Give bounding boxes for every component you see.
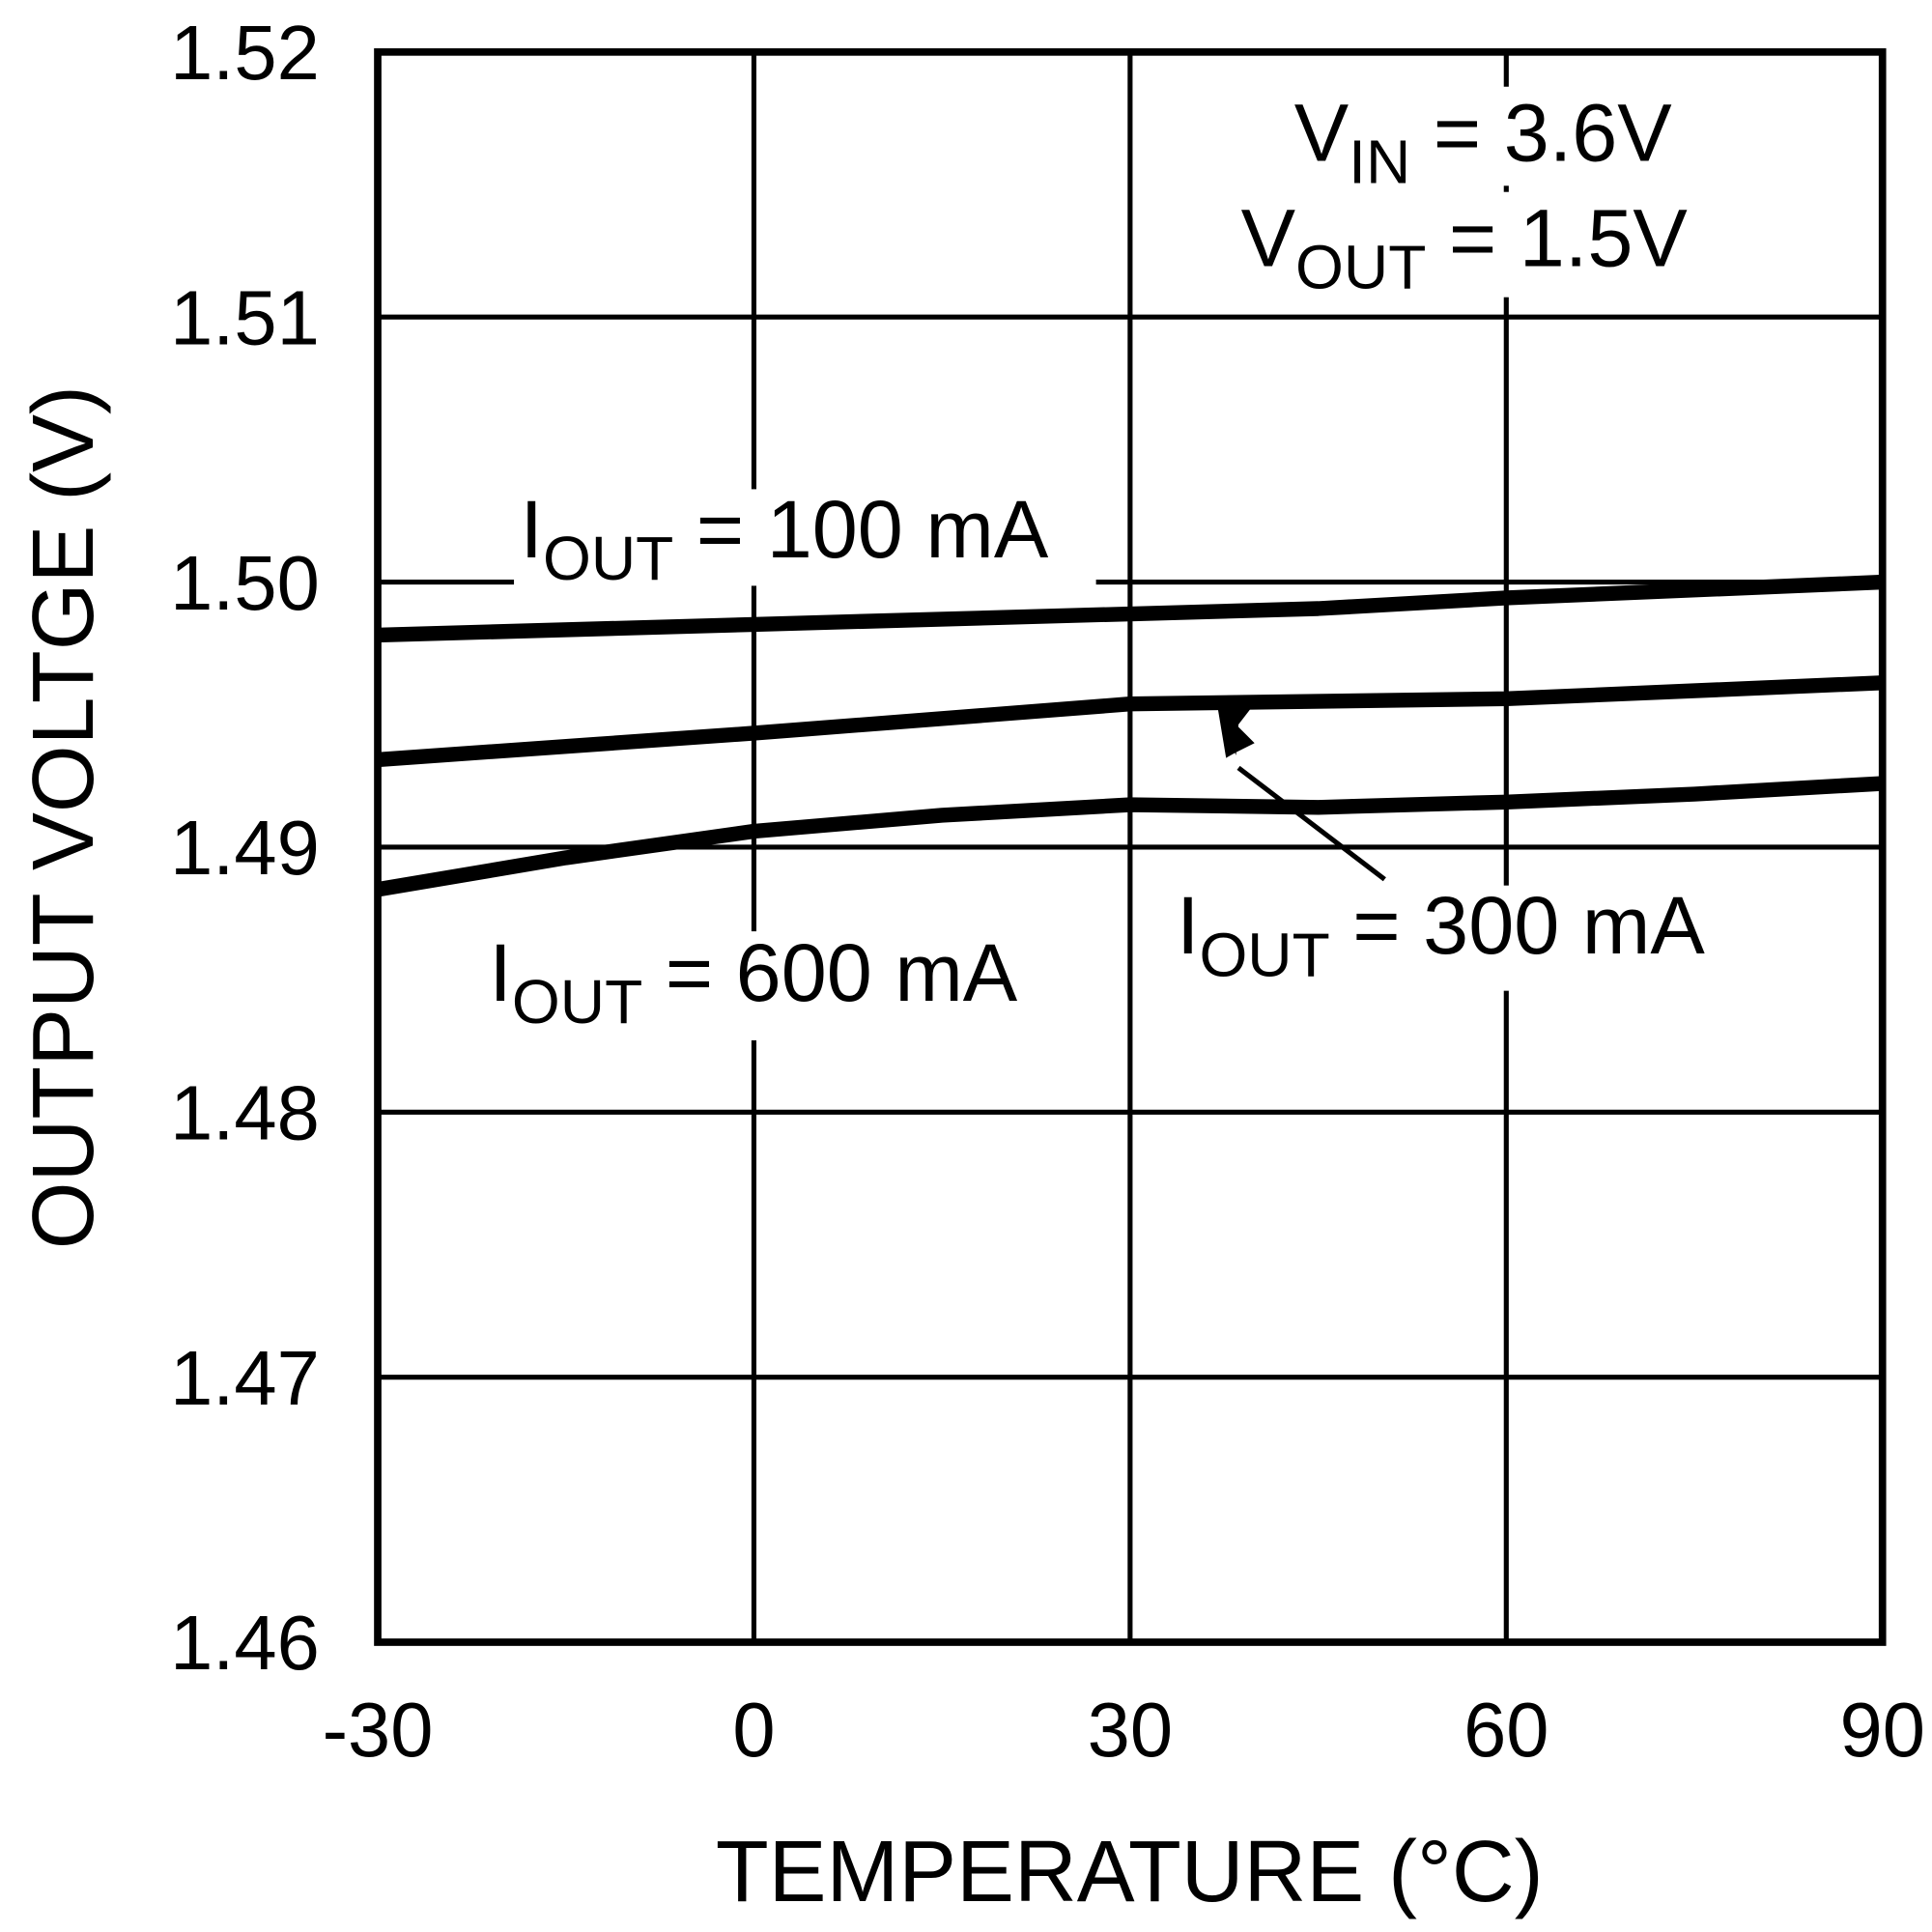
arrow-300ma-pointer (1217, 705, 1386, 882)
label-600ma: IOUT = 600 mA (483, 926, 1060, 1040)
y-tick-labels: 1.46 1.47 1.48 1.49 1.50 1.51 1.52 (170, 10, 320, 1686)
series-group (376, 574, 1884, 897)
label-300ma: IOUT = 300 mA (1170, 879, 1747, 991)
condition-vout: VOUT = 1.5V (1232, 192, 1722, 302)
plot-frame (374, 48, 1887, 1646)
svg-text:VIN = 3.6V: VIN = 3.6V (1294, 87, 1673, 197)
y-tick-label: 1.49 (170, 805, 320, 891)
x-tick-label: 60 (1463, 1687, 1548, 1773)
svg-text:IOUT = 600 mA: IOUT = 600 mA (489, 926, 1017, 1037)
y-tick-label: 1.46 (170, 1600, 320, 1686)
svg-text:IOUT = 300 mA: IOUT = 300 mA (1177, 879, 1705, 989)
svg-text:VOUT = 1.5V: VOUT = 1.5V (1241, 192, 1689, 302)
x-tick-label: 30 (1088, 1687, 1173, 1773)
condition-vin: VIN = 3.6V (1281, 87, 1703, 197)
y-tick-label: 1.52 (170, 10, 320, 96)
x-axis-title: TEMPERATURE (°C) (716, 1824, 1544, 1920)
series-line-2 (376, 776, 1884, 897)
y-tick-label: 1.47 (170, 1335, 320, 1421)
y-tick-label: 1.50 (170, 540, 320, 626)
svg-text:IOUT = 100 mA: IOUT = 100 mA (520, 483, 1048, 593)
x-tick-label: 90 (1840, 1687, 1925, 1773)
series-line-1 (377, 675, 1884, 768)
x-tick-label: -30 (323, 1687, 434, 1773)
label-100ma: IOUT = 100 mA (514, 483, 1096, 593)
y-tick-label: 1.51 (170, 274, 320, 360)
y-tick-label: 1.48 (170, 1069, 320, 1155)
y-axis-title: OUTPUT VOLTGE (V) (15, 385, 112, 1249)
x-tick-label: 0 (732, 1687, 775, 1773)
x-tick-labels: -30 0 30 60 90 (323, 1687, 1925, 1773)
series-line-0 (377, 574, 1884, 643)
